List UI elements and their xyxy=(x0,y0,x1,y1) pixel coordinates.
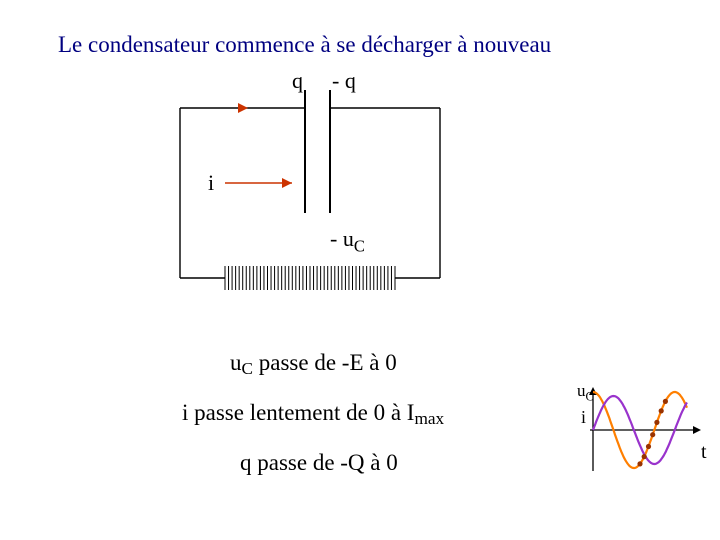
text-q-passes: q passe de -Q à 0 xyxy=(240,450,398,476)
graph-i-label: i xyxy=(581,407,586,428)
graph-uc-prefix: u xyxy=(577,381,586,400)
oscillation-graph: uC i t xyxy=(575,385,705,495)
uc-passes-sub: C xyxy=(242,359,254,378)
text-i-passes: i passe lentement de 0 à Imax xyxy=(182,400,444,426)
page-title: Le condensateur commence à se décharger … xyxy=(58,32,551,58)
text-uc-passes: uC passe de -E à 0 xyxy=(230,350,397,376)
i-passes-sub: max xyxy=(414,409,444,428)
graph-svg xyxy=(575,385,705,495)
graph-t-label: t xyxy=(701,441,707,464)
uc-passes-suffix: passe de -E à 0 xyxy=(253,350,397,375)
circuit-diagram xyxy=(170,68,450,318)
uc-passes-prefix: u xyxy=(230,350,242,375)
graph-uc-label: uC xyxy=(577,381,594,404)
i-passes-prefix: i passe lentement de 0 à I xyxy=(182,400,414,425)
graph-uc-sub: C xyxy=(586,389,594,403)
